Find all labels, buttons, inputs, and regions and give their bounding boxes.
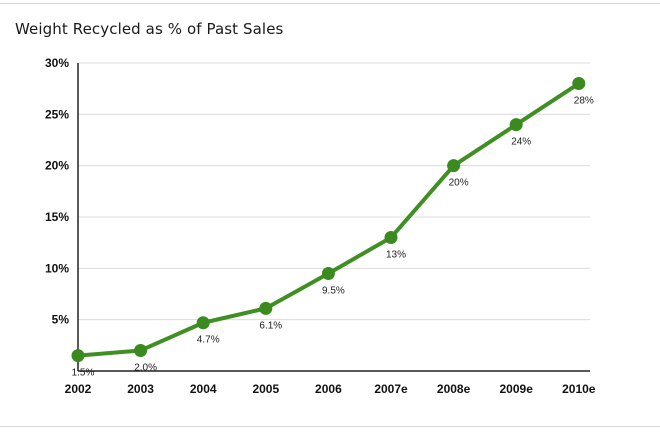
y-tick-label: 30% — [45, 56, 69, 70]
grid-lines — [78, 62, 590, 321]
data-point — [321, 266, 335, 280]
data-labels: 1.5% 2.0% 4.7% 6.1% 9.5% 13% 20% 24% 28% — [72, 96, 594, 379]
data-point — [259, 301, 273, 315]
x-tick-label: 2009e — [500, 382, 534, 396]
data-label: 2.0% — [134, 362, 157, 373]
x-tick-label: 2005 — [252, 382, 279, 396]
y-tick-label: 20% — [45, 159, 69, 173]
y-tick-label: 15% — [45, 210, 69, 224]
data-point — [572, 77, 586, 91]
data-label: 1.5% — [72, 368, 95, 379]
data-label: 4.7% — [197, 335, 220, 346]
x-tick-label: 2008e — [437, 382, 471, 396]
data-point — [447, 159, 461, 173]
x-tick-label: 2004 — [190, 382, 217, 396]
data-point — [134, 343, 148, 357]
top-divider — [0, 3, 660, 4]
bottom-divider — [0, 426, 660, 427]
data-point — [384, 231, 398, 245]
x-tick-label: 2003 — [127, 382, 154, 396]
data-label: 20% — [449, 178, 469, 189]
data-label: 28% — [574, 96, 594, 107]
x-tick-label: 2006 — [315, 382, 342, 396]
data-label: 6.1% — [259, 320, 282, 331]
data-label: 13% — [386, 250, 406, 261]
chart-title: Weight Recycled as % of Past Sales — [15, 20, 284, 38]
y-tick-label: 25% — [45, 107, 69, 121]
data-points — [71, 77, 586, 363]
x-tick-label: 2010e — [562, 382, 596, 396]
series-line — [77, 81, 580, 358]
data-point — [196, 316, 210, 330]
y-tick-label: 5% — [52, 313, 70, 327]
x-tick-label: 2002 — [65, 382, 92, 396]
y-axis-ticks: 5% 10% 15% 20% 25% 30% — [45, 56, 69, 327]
x-tick-label: 2007e — [374, 382, 408, 396]
data-label: 24% — [511, 137, 531, 148]
data-point — [71, 349, 85, 363]
x-axis-ticks: 2002 2003 2004 2005 2006 2007e 2008e 2009e 2010e — [65, 382, 596, 396]
data-label: 9.5% — [322, 285, 345, 296]
data-point — [509, 118, 523, 132]
y-tick-label: 10% — [45, 261, 69, 275]
